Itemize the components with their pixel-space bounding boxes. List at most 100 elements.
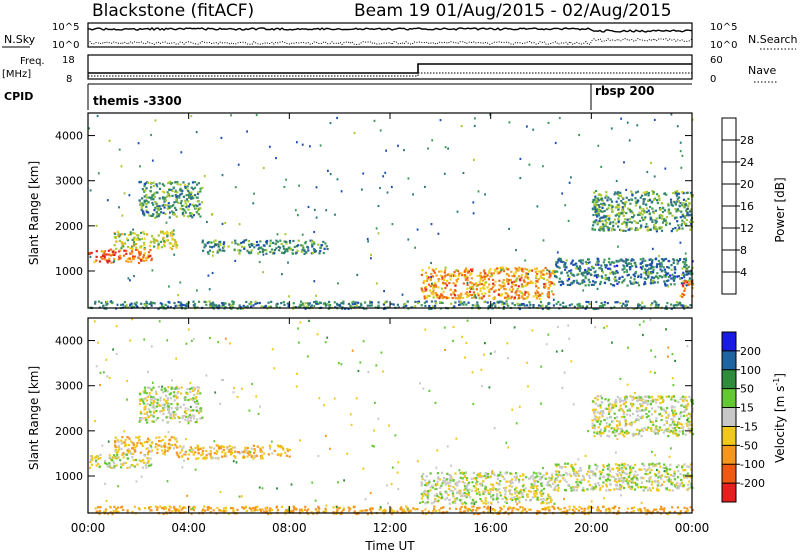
scatter-cell	[152, 184, 155, 187]
scatter-cell	[621, 208, 624, 212]
scatter-cell	[687, 204, 690, 208]
scatter-cell	[648, 410, 651, 413]
scatter-cell	[211, 456, 214, 459]
scatter-cell	[565, 266, 568, 269]
scatter-cell	[653, 473, 657, 476]
scatter-cell	[333, 301, 336, 304]
scatter-cell	[680, 482, 683, 485]
scatter-cell	[100, 250, 103, 253]
scatter-cell	[433, 494, 436, 497]
scatter-cell	[563, 507, 566, 510]
scatter-cell	[609, 283, 613, 286]
scatter-cell	[143, 201, 146, 204]
scatter-cell	[643, 271, 646, 274]
scatter-cell	[647, 274, 650, 278]
scatter-cell	[623, 476, 626, 480]
scatter-cell	[196, 192, 200, 195]
scatter-cell	[570, 262, 573, 265]
scatter-cell	[560, 280, 563, 283]
scatter-cell	[189, 387, 192, 391]
scatter-cell	[621, 206, 624, 209]
scatter-cell	[169, 443, 173, 446]
scatter-cell	[139, 410, 143, 413]
scatter-cell	[381, 510, 384, 513]
scatter-cell	[210, 241, 213, 244]
scatter-cell	[528, 281, 531, 284]
scatter-cell	[464, 292, 467, 295]
scatter-cell	[580, 273, 583, 276]
scatter-cell	[558, 257, 561, 260]
scatter-cell	[464, 502, 467, 505]
scatter-cell	[357, 306, 360, 309]
scatter-cell	[550, 499, 553, 502]
scatter-cell	[431, 275, 434, 278]
scatter-cell	[190, 186, 193, 189]
scatter-cell	[425, 279, 429, 283]
scatter-cell	[542, 474, 545, 477]
scatter-cell	[621, 202, 624, 205]
sparse-echo	[362, 172, 365, 175]
scatter-cell	[685, 199, 688, 202]
scatter-cell	[421, 289, 424, 292]
scatter-cell	[541, 307, 544, 310]
scatter-cell	[310, 240, 313, 243]
scatter-cell	[689, 463, 692, 466]
scatter-cell	[508, 288, 511, 291]
sparse-echo	[403, 149, 405, 152]
scatter-cell	[156, 451, 159, 454]
scatter-cell	[625, 472, 628, 476]
scatter-cell	[145, 413, 148, 416]
scatter-cell	[172, 186, 175, 189]
scatter-cell	[455, 481, 458, 484]
sparse-echo	[484, 193, 486, 196]
scatter-cell	[659, 395, 663, 398]
scatter-cell	[127, 260, 130, 263]
scatter-cell	[171, 238, 174, 241]
scatter-cell	[105, 462, 108, 466]
sparse-echo	[676, 192, 679, 195]
scatter-cell	[130, 302, 133, 305]
scatter-cell	[580, 507, 583, 510]
scatter-cell	[452, 292, 455, 295]
scatter-cell	[219, 447, 223, 450]
scatter-cell	[489, 475, 493, 478]
scatter-cell	[641, 429, 645, 433]
scatter-cell	[124, 461, 127, 465]
scatter-cell	[510, 480, 513, 483]
scatter-cell	[197, 209, 200, 212]
scatter-cell	[197, 390, 200, 393]
scatter-cell	[125, 306, 128, 309]
sparse-echo	[230, 114, 232, 117]
scatter-cell	[600, 267, 603, 271]
scatter-cell	[167, 411, 170, 414]
scatter-cell	[149, 196, 152, 199]
scatter-cell	[612, 284, 615, 287]
scatter-cell	[139, 246, 142, 249]
scatter-cell	[644, 216, 647, 219]
scatter-cell	[656, 263, 659, 266]
scatter-cell	[148, 251, 151, 254]
sparse-echo	[632, 281, 635, 284]
scatter-cell	[630, 478, 633, 481]
scatter-cell	[482, 480, 485, 483]
scatter-cell	[173, 411, 176, 414]
scatter-cell	[679, 216, 682, 219]
scatter-cell	[659, 465, 662, 468]
scatter-cell	[256, 505, 259, 508]
scatter-cell	[618, 424, 621, 427]
scatter-cell	[681, 464, 684, 467]
scatter-cell	[425, 296, 429, 299]
scatter-cell	[190, 196, 193, 199]
scatter-cell	[458, 481, 461, 484]
scatter-cell	[641, 194, 644, 197]
scatter-cell	[623, 415, 626, 418]
scatter-cell	[269, 445, 272, 449]
scatter-cell	[658, 471, 661, 474]
scatter-cell	[643, 395, 646, 398]
scatter-cell	[169, 205, 172, 208]
scatter-cell	[425, 475, 428, 478]
scatter-cell	[156, 508, 159, 511]
colorbar-tick-label: 16	[740, 200, 754, 213]
scatter-cell	[440, 494, 444, 497]
scatter-cell	[522, 303, 525, 306]
